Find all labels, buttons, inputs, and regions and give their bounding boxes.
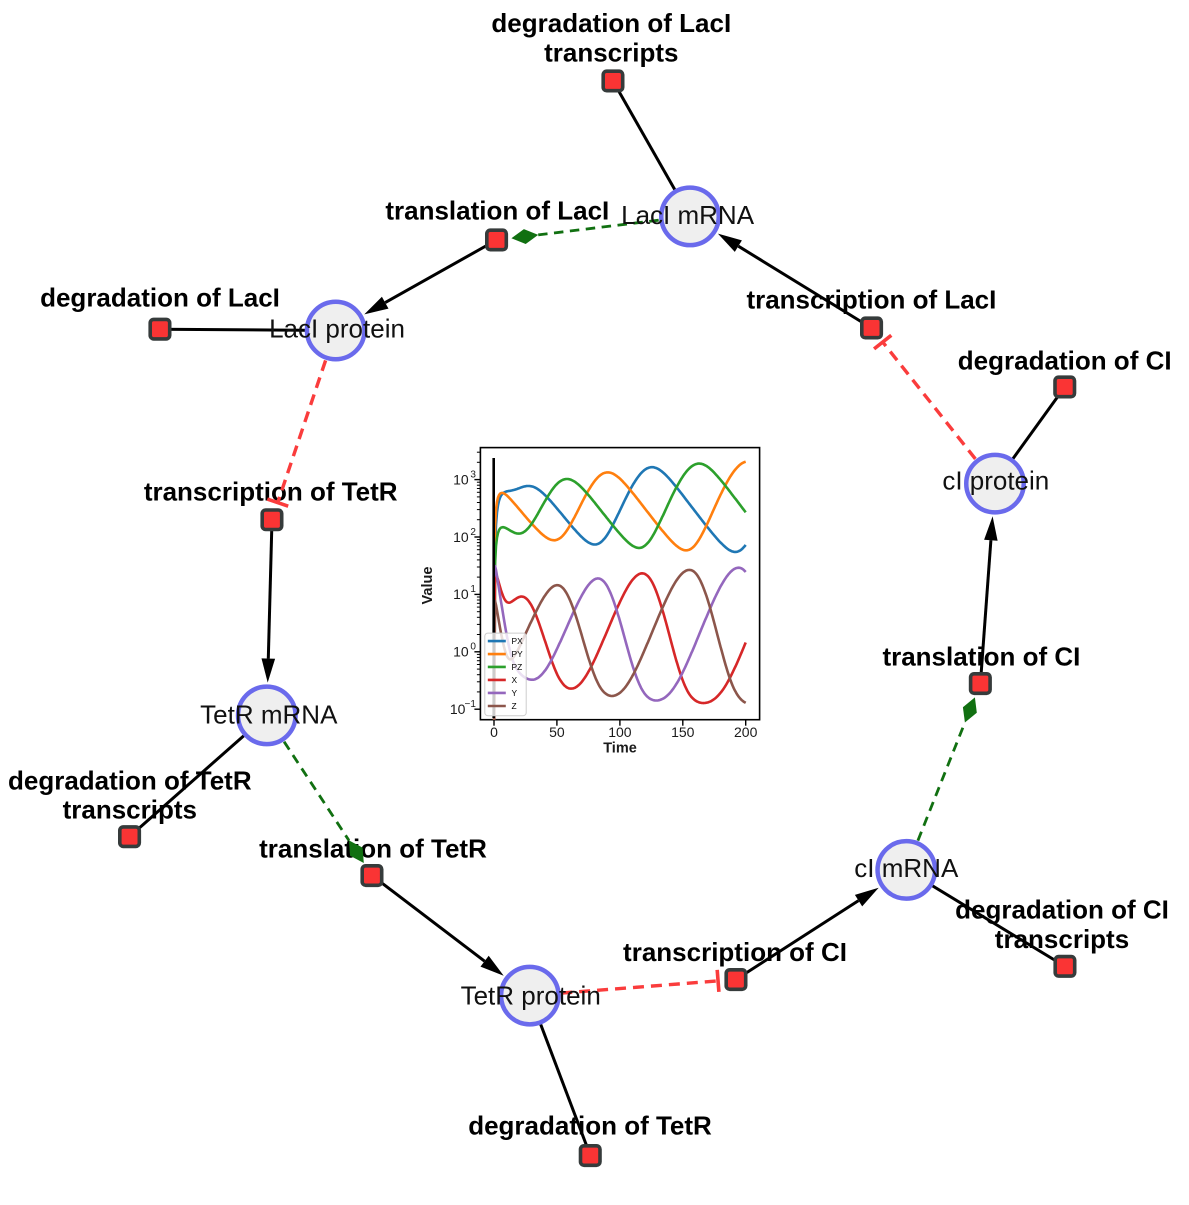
svg-text:translation of LacI: translation of LacI — [385, 196, 609, 226]
svg-text:Y: Y — [512, 688, 518, 698]
svg-text:degradation of TetR: degradation of TetR — [468, 1111, 712, 1141]
svg-text:0: 0 — [470, 642, 476, 653]
svg-text:degradation of TetR: degradation of TetR — [8, 765, 252, 795]
svg-text:Time: Time — [603, 741, 637, 757]
svg-text:1: 1 — [470, 584, 476, 595]
svg-text:2: 2 — [470, 527, 476, 538]
svg-text:transcripts: transcripts — [544, 37, 678, 67]
svg-text:10: 10 — [453, 644, 469, 660]
svg-text:LacI mRNA: LacI mRNA — [621, 200, 755, 230]
svg-text:translation of TetR: translation of TetR — [259, 834, 487, 864]
svg-text:10: 10 — [450, 701, 466, 717]
svg-text:150: 150 — [671, 724, 695, 740]
svg-text:X: X — [512, 675, 518, 685]
svg-text:TetR protein: TetR protein — [461, 981, 601, 1011]
svg-text:PY: PY — [512, 649, 524, 659]
svg-text:10: 10 — [453, 586, 469, 602]
svg-text:Z: Z — [512, 701, 517, 711]
svg-text:−1: −1 — [464, 699, 476, 710]
svg-text:LacI protein: LacI protein — [269, 314, 405, 344]
svg-text:100: 100 — [608, 724, 632, 740]
svg-text:cI protein: cI protein — [942, 466, 1049, 496]
svg-text:degradation of LacI: degradation of LacI — [40, 283, 280, 313]
svg-text:TetR mRNA: TetR mRNA — [200, 700, 338, 730]
svg-text:degradation of LacI: degradation of LacI — [491, 8, 731, 38]
svg-text:PZ: PZ — [512, 662, 523, 672]
svg-text:10: 10 — [453, 471, 469, 487]
svg-text:degradation of CI: degradation of CI — [958, 345, 1172, 375]
svg-text:0: 0 — [490, 724, 498, 740]
svg-text:200: 200 — [734, 724, 758, 740]
svg-text:10: 10 — [453, 529, 469, 545]
svg-text:transcription of CI: transcription of CI — [623, 937, 847, 967]
svg-text:transcription of LacI: transcription of LacI — [746, 285, 996, 315]
svg-text:3: 3 — [470, 469, 476, 480]
svg-text:50: 50 — [549, 724, 565, 740]
svg-text:Value: Value — [420, 567, 436, 605]
svg-text:transcripts: transcripts — [63, 795, 197, 825]
svg-text:cI mRNA: cI mRNA — [854, 853, 959, 883]
svg-text:transcripts: transcripts — [995, 924, 1129, 954]
svg-text:PX: PX — [512, 636, 524, 646]
